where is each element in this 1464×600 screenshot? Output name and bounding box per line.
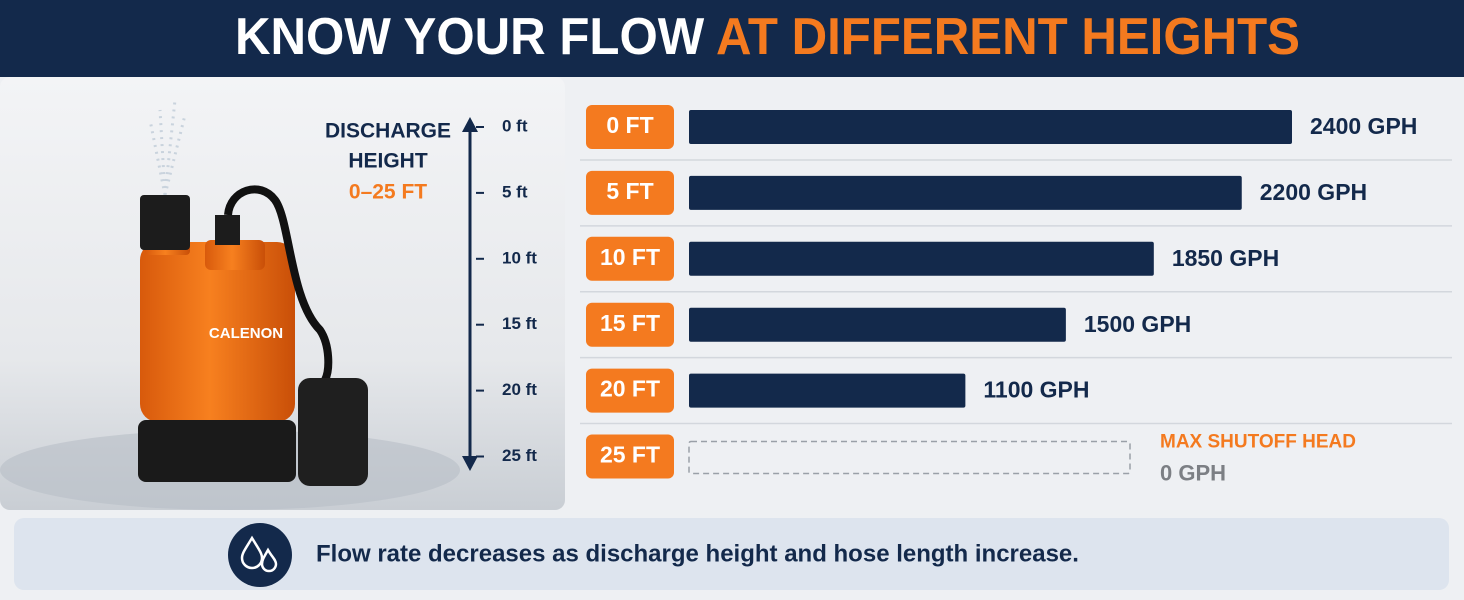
empty-bar-outline bbox=[688, 440, 1131, 475]
pump-base bbox=[138, 420, 296, 482]
category-label: 15 FT bbox=[600, 310, 660, 336]
footnote: Flow rate decreases as discharge height … bbox=[316, 540, 1079, 567]
footer-box bbox=[14, 518, 1449, 590]
cable-gland bbox=[215, 215, 240, 245]
axis-title: DISCHARGE bbox=[325, 120, 451, 143]
chart-title: KNOW YOUR FLOW AT DIFFERENT HEIGHTS bbox=[235, 8, 1300, 66]
value-label: 2400 GPH bbox=[1310, 113, 1417, 139]
header-bar bbox=[0, 0, 1464, 77]
axis-tick-label: 10 ft bbox=[502, 248, 537, 267]
title-highlight: AT DIFFERENT HEIGHTS bbox=[716, 8, 1300, 66]
category-badge bbox=[586, 434, 674, 479]
axis-title: HEIGHT bbox=[348, 150, 428, 173]
bar bbox=[689, 307, 1066, 342]
axis-tick-label: 15 ft bbox=[502, 314, 537, 333]
axis-tick-label: 5 ft bbox=[502, 182, 528, 201]
category-label: 0 FT bbox=[606, 112, 653, 138]
title-main: KNOW YOUR FLOW bbox=[235, 8, 705, 66]
category-label: 5 FT bbox=[606, 178, 653, 204]
category-badge bbox=[586, 236, 674, 281]
footer-icon bbox=[228, 523, 292, 587]
value-label: 2200 GPH bbox=[1260, 179, 1367, 205]
axis-tick-label: 25 ft bbox=[502, 446, 537, 465]
water-spray bbox=[148, 99, 187, 196]
category-label: 20 FT bbox=[600, 376, 660, 402]
axis-tick-label: 20 ft bbox=[502, 380, 537, 399]
bar bbox=[689, 175, 1242, 210]
water-drops bbox=[240, 535, 278, 573]
axis-range: 0–25 FT bbox=[349, 181, 427, 204]
product-label: CALENON bbox=[209, 325, 283, 342]
pump-body bbox=[140, 242, 295, 422]
value-label: 1850 GPH bbox=[1172, 245, 1279, 271]
value-label: 1100 GPH bbox=[983, 377, 1089, 403]
annotation: MAX SHUTOFF HEAD bbox=[1160, 432, 1356, 453]
category-label: 10 FT bbox=[600, 244, 660, 270]
category-badge bbox=[586, 170, 674, 215]
category-badge bbox=[586, 368, 674, 413]
float-switch bbox=[298, 378, 368, 486]
pump-illustration: CALENON bbox=[138, 99, 368, 486]
bar bbox=[689, 110, 1292, 144]
pump-connector bbox=[140, 195, 190, 250]
cable bbox=[224, 185, 333, 382]
category-label: 25 FT bbox=[600, 442, 660, 468]
axis-tick-label: 0 ft bbox=[502, 116, 528, 135]
category-badge bbox=[586, 105, 674, 149]
bar bbox=[689, 241, 1154, 276]
value-label: 1500 GPH bbox=[1084, 311, 1191, 337]
bar bbox=[689, 373, 966, 408]
category-badge bbox=[586, 302, 674, 347]
pump-top bbox=[205, 240, 265, 270]
value-label: 0 GPH bbox=[1160, 460, 1226, 485]
